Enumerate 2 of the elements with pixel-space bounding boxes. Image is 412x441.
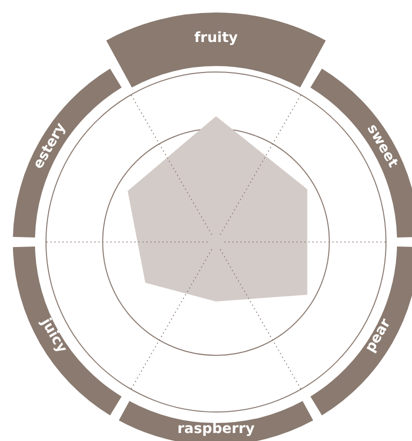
spoke-label: raspberry: [177, 421, 255, 438]
spoke-label: fruity: [194, 30, 238, 46]
